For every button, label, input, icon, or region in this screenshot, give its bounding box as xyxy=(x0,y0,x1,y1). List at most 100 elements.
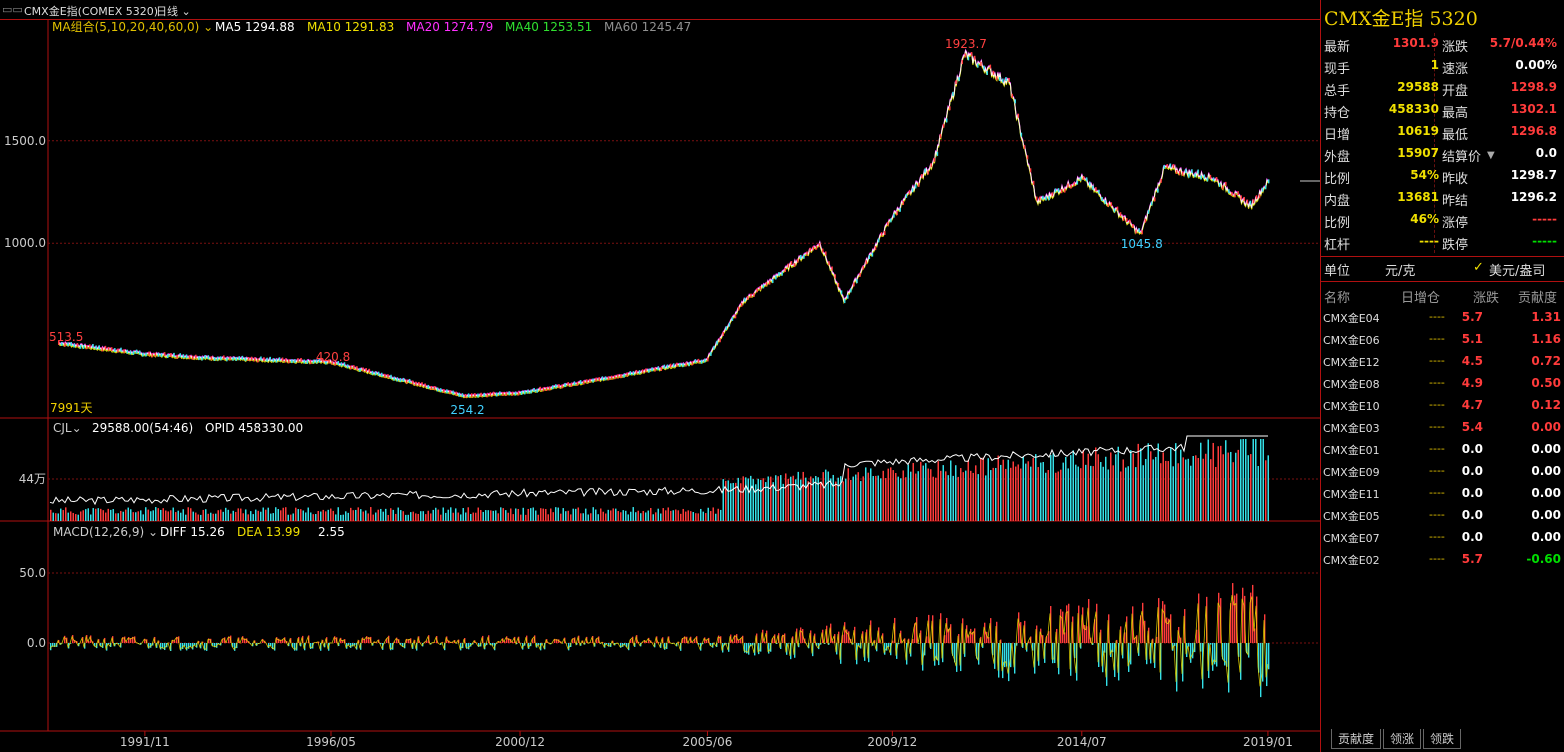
contract-contrib: 0.72 xyxy=(1531,354,1561,368)
col-name[interactable]: 名称 xyxy=(1324,291,1351,306)
tab-contrib[interactable]: 贡献度 xyxy=(1331,729,1382,749)
volume-bar xyxy=(607,509,609,521)
volume-bar xyxy=(772,482,774,521)
candle xyxy=(1231,191,1233,196)
unit-option-yuan[interactable]: 元/克 xyxy=(1385,264,1416,279)
candle xyxy=(933,157,936,162)
list-item[interactable]: CMX金E12 ---- 4.5 0.72 xyxy=(1321,351,1564,373)
macd-bar xyxy=(798,643,800,648)
candle xyxy=(1147,209,1150,214)
list-item[interactable]: CMX金E07 ---- 0.0 0.00 xyxy=(1321,527,1564,549)
volume-bar xyxy=(530,508,532,521)
tab-losers[interactable]: 领跌 xyxy=(1423,729,1462,749)
candle xyxy=(380,372,383,377)
macd-bar xyxy=(750,643,752,647)
col-inc[interactable]: 日增仓 xyxy=(1401,291,1441,306)
macd-bar xyxy=(772,638,774,643)
candle xyxy=(340,362,343,367)
macd-bar xyxy=(516,643,518,645)
list-item[interactable]: CMX金E02 ---- 5.7 -0.60 xyxy=(1321,549,1564,571)
volume-bar xyxy=(937,461,939,521)
volume-bar xyxy=(207,513,209,521)
x-tick-label: 2000/12 xyxy=(495,735,545,749)
quote-value: 54% xyxy=(1410,168,1439,182)
macd-bar xyxy=(212,643,214,647)
volume-bar xyxy=(62,510,64,521)
quote-value: 1301.9 xyxy=(1392,36,1439,50)
list-item[interactable]: CMX金E03 ---- 5.4 0.00 xyxy=(1321,417,1564,439)
list-item[interactable]: CMX金E08 ---- 4.9 0.50 xyxy=(1321,373,1564,395)
quote-label: 速涨 xyxy=(1442,62,1469,77)
volume-bar xyxy=(72,512,74,521)
macd-bar xyxy=(1086,626,1088,643)
contract-contrib: -0.60 xyxy=(1526,552,1561,566)
chevron-down-icon[interactable]: ▼ xyxy=(1487,150,1495,161)
unit-option-usd[interactable]: 美元/盎司 xyxy=(1489,264,1546,279)
chart-area[interactable]: 1500.0 1000.0 1923.7 513.5 420.8 254.2 1045.8 7… xyxy=(0,0,1320,752)
volume-bar xyxy=(497,513,499,521)
list-item[interactable]: CMX金E10 ---- 4.7 0.12 xyxy=(1321,395,1564,417)
menu-icon[interactable]: ▭▭ xyxy=(2,3,23,16)
volume-bar xyxy=(237,508,239,521)
macd-bar xyxy=(528,643,530,649)
tab-gainers[interactable]: 领涨 xyxy=(1383,729,1422,749)
volume-bar xyxy=(1067,468,1069,521)
macd-bar xyxy=(1124,632,1126,643)
volume-bar xyxy=(475,512,477,521)
list-item[interactable]: CMX金E09 ---- 0.0 0.00 xyxy=(1321,461,1564,483)
candle xyxy=(1005,77,1007,82)
candle xyxy=(1057,188,1060,193)
macd-bar xyxy=(458,639,460,643)
macd-bar xyxy=(1094,619,1096,643)
volume-bar xyxy=(925,463,927,521)
candle xyxy=(641,369,644,374)
macd-bar xyxy=(368,637,370,643)
candle xyxy=(945,118,948,123)
volume-bar xyxy=(852,476,854,521)
candle xyxy=(1119,212,1122,217)
volume-bar xyxy=(917,471,919,521)
kline-chart[interactable]: 1500.0 1000.0 1923.7 513.5 420.8 254.2 1045.8 7… xyxy=(0,0,1320,752)
candle xyxy=(216,356,219,361)
volume-bar xyxy=(400,510,402,521)
list-item[interactable]: CMX金E11 ---- 0.0 0.00 xyxy=(1321,483,1564,505)
contract-contrib: 0.12 xyxy=(1531,398,1561,412)
list-item[interactable]: CMX金E01 ---- 0.0 0.00 xyxy=(1321,439,1564,461)
candle xyxy=(592,378,594,383)
ma-legend: MA10 1291.83 xyxy=(307,20,394,34)
macd-bar xyxy=(606,643,608,644)
quote-value: 1298.7 xyxy=(1510,168,1557,182)
candle xyxy=(312,359,315,364)
candle xyxy=(486,393,489,398)
period-selector[interactable]: 日线 ⌄ xyxy=(156,3,191,19)
col-chg[interactable]: 涨跌 xyxy=(1473,291,1500,306)
candle xyxy=(263,357,265,362)
volume-bar xyxy=(65,507,67,521)
volume-bar xyxy=(560,513,562,521)
list-item[interactable]: CMX金E06 ---- 5.1 1.16 xyxy=(1321,329,1564,351)
col-contrib[interactable]: 贡献度 xyxy=(1518,291,1558,306)
macd-bar xyxy=(1166,617,1168,643)
candle xyxy=(371,370,374,375)
candle xyxy=(676,362,678,367)
quote-row: 外盘 15907 结算价 0.0 xyxy=(1321,143,1564,165)
candle xyxy=(58,340,60,345)
list-item[interactable]: CMX金E04 ---- 5.7 1.31 xyxy=(1321,307,1564,329)
macd-bar xyxy=(710,643,712,646)
volume-bar xyxy=(1025,463,1027,521)
candle xyxy=(436,387,439,392)
candle xyxy=(964,53,967,58)
volume-bar xyxy=(577,507,579,521)
opid-line xyxy=(49,435,1268,506)
macd-bar xyxy=(958,634,960,643)
volume-bar xyxy=(897,476,899,521)
macd-bar xyxy=(144,638,146,643)
candle xyxy=(924,168,926,173)
macd-bar xyxy=(706,639,708,643)
candle xyxy=(343,362,346,367)
list-item[interactable]: CMX金E05 ---- 0.0 0.00 xyxy=(1321,505,1564,527)
macd-bar xyxy=(678,641,680,643)
volume-bar xyxy=(502,508,504,521)
volume-bar xyxy=(67,512,69,521)
macd-bar xyxy=(1116,639,1118,643)
